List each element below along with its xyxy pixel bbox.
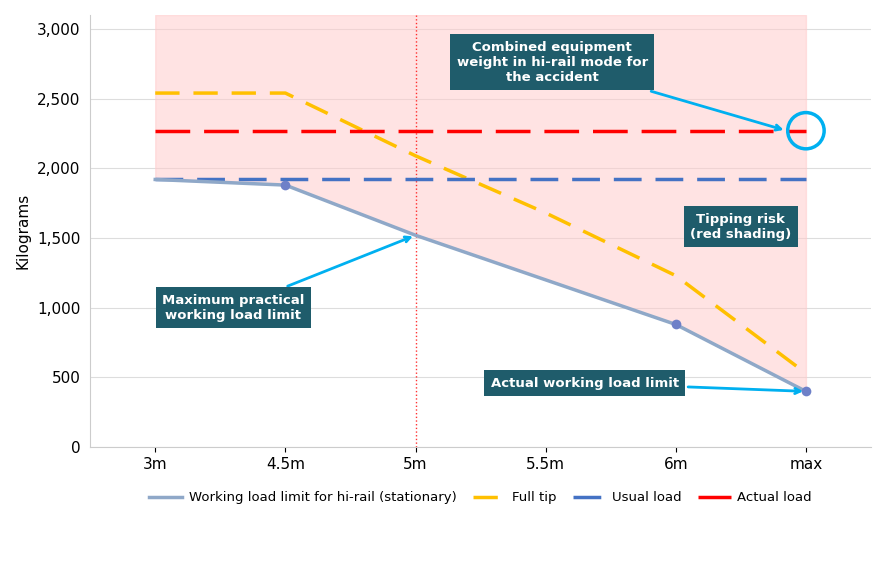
Usual load [801, 176, 812, 183]
Actual load [540, 127, 551, 134]
Actual load [280, 127, 291, 134]
Legend: Working load limit for hi-rail (stationary), Full tip, Usual load, Actual load: Working load limit for hi-rail (stationa… [144, 486, 817, 510]
Line: Working load limit for hi-rail (stationary): Working load limit for hi-rail (stationa… [155, 179, 806, 391]
Y-axis label: Kilograms: Kilograms [15, 193, 30, 269]
Working load limit for hi-rail (stationary) [671, 321, 681, 328]
Working load limit for hi-rail (stationary) [150, 176, 160, 183]
Actual load [671, 127, 681, 134]
Actual load [150, 127, 160, 134]
Text: Actual working load limit: Actual working load limit [491, 376, 800, 394]
Usual load [671, 176, 681, 183]
Working load limit for hi-rail (stationary) [540, 276, 551, 283]
Working load limit for hi-rail (stationary) [280, 182, 291, 189]
Full tip [150, 90, 160, 97]
Full tip [801, 370, 812, 377]
Full tip [671, 272, 681, 279]
Usual load [280, 176, 291, 183]
Text: Maximum practical
working load limit: Maximum practical working load limit [162, 237, 410, 322]
Text: Tipping risk
(red shading): Tipping risk (red shading) [690, 213, 791, 241]
Full tip [410, 152, 421, 159]
Usual load [410, 176, 421, 183]
Line: Full tip: Full tip [155, 93, 806, 373]
Usual load [150, 176, 160, 183]
Full tip [280, 90, 291, 97]
Working load limit for hi-rail (stationary) [801, 388, 812, 395]
Full tip [540, 210, 551, 217]
Text: Combined equipment
weight in hi-rail mode for
the accident: Combined equipment weight in hi-rail mod… [456, 41, 781, 130]
Actual load [410, 127, 421, 134]
Usual load [540, 176, 551, 183]
Working load limit for hi-rail (stationary) [410, 232, 421, 239]
Actual load [801, 127, 812, 134]
